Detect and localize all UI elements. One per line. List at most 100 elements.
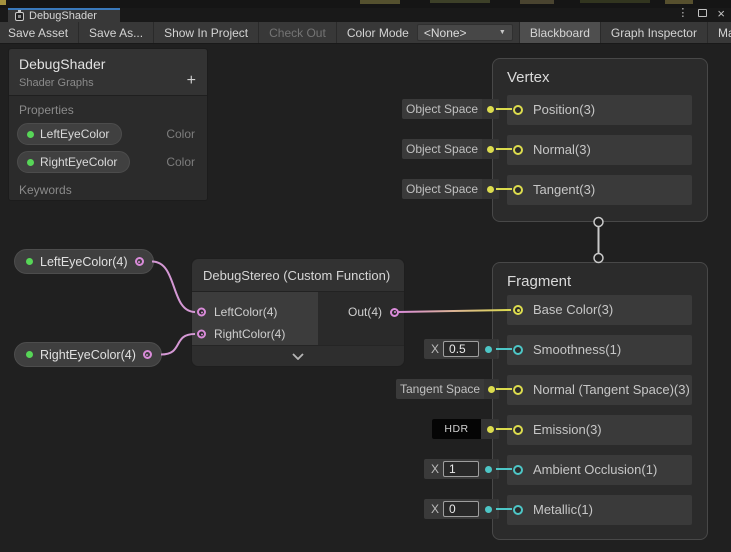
property-pill[interactable]: LeftEyeColor xyxy=(17,123,123,145)
debugstereo-inputs: LeftColor(4) RightColor(4) xyxy=(192,292,318,345)
debugstereo-node-title: DebugStereo (Custom Function) xyxy=(192,259,404,292)
vertex-node[interactable]: Vertex Position(3) Normal(3) Tangent(3) xyxy=(492,58,708,222)
vector1-port-icon[interactable] xyxy=(513,505,523,515)
metallic-value-field[interactable]: 0 xyxy=(443,501,480,517)
righteyecolor-property-node[interactable]: RightEyeColor(4) xyxy=(14,342,162,367)
vector3-port-icon[interactable] xyxy=(513,145,523,155)
edge-lefteye-to-leftcolor xyxy=(151,260,196,313)
lefteyecolor-property-node[interactable]: LeftEyeColor(4) xyxy=(14,249,154,274)
tab-title: DebugShader xyxy=(29,10,97,22)
node-collapse-button[interactable] xyxy=(192,345,404,366)
maximize-icon[interactable] xyxy=(698,9,708,17)
color-property-dot-icon xyxy=(26,351,33,358)
vector4-port-icon[interactable] xyxy=(142,350,152,359)
fragment-row-ambientocclusion[interactable]: Ambient Occlusion(1) xyxy=(507,455,692,485)
output-out[interactable]: Out(4) xyxy=(348,301,399,323)
property-pill[interactable]: RightEyeColor xyxy=(17,151,131,173)
axis-label: X xyxy=(431,502,440,516)
input-rightcolor[interactable]: RightColor(4) xyxy=(192,323,318,345)
close-icon[interactable]: × xyxy=(717,5,725,21)
property-node-label: LeftEyeColor(4) xyxy=(40,254,128,269)
blackboard-header: DebugShader Shader Graphs + xyxy=(9,49,207,96)
vector4-port-icon[interactable] xyxy=(390,307,399,317)
vector3-port-icon[interactable] xyxy=(513,385,523,395)
save-as-button[interactable]: Save As... xyxy=(79,22,155,43)
graph-inspector-toggle-button[interactable]: Graph Inspector xyxy=(601,22,708,43)
port-dot-icon[interactable] xyxy=(482,139,499,159)
shadergraph-icon xyxy=(15,9,24,21)
vector1-port-icon[interactable] xyxy=(513,345,523,355)
color-mode-dropdown[interactable]: <None> ▼ xyxy=(416,24,513,41)
fragment-node-title: Fragment xyxy=(507,273,572,290)
fragment-row-smoothness[interactable]: Smoothness(1) xyxy=(507,335,692,365)
vertex-row-normal[interactable]: Normal(3) xyxy=(507,135,692,165)
property-row-lefteyecolor[interactable]: LeftEyeColor Color xyxy=(9,120,207,148)
vertex-row-tangent[interactable]: Tangent(3) xyxy=(507,175,692,205)
vertex-row-position[interactable]: Position(3) xyxy=(507,95,692,125)
emission-hdr-widget: HDR xyxy=(432,419,499,439)
smoothness-value-field[interactable]: 0.5 xyxy=(443,341,480,357)
save-asset-button[interactable]: Save Asset xyxy=(0,22,80,43)
object-space-widget: Object Space xyxy=(402,179,499,199)
color-property-dot-icon xyxy=(27,130,34,138)
metallic-value-widget: X 0 xyxy=(424,499,499,519)
main-preview-toggle-button[interactable]: Main Pre xyxy=(717,25,731,40)
fragment-node[interactable]: Fragment Base Color(3) Smoothness(1) Nor… xyxy=(492,262,708,540)
port-dot-icon[interactable] xyxy=(479,499,498,519)
port-dot-icon[interactable] xyxy=(479,459,498,479)
row-label: Position(3) xyxy=(533,102,596,117)
axis-label: X xyxy=(431,342,440,356)
widget-label: Tangent Space xyxy=(400,382,481,396)
color-property-dot-icon xyxy=(27,158,34,166)
row-label: Metallic(1) xyxy=(533,502,593,517)
properties-section-label: Properties xyxy=(19,103,74,117)
input-leftcolor[interactable]: LeftColor(4) xyxy=(192,301,318,323)
property-row-righteyecolor[interactable]: RightEyeColor Color xyxy=(9,148,207,176)
kebab-menu-icon[interactable]: ⋮ xyxy=(677,6,689,19)
port-dot-icon[interactable] xyxy=(481,419,499,439)
port-dot-icon[interactable] xyxy=(484,379,499,399)
ambient-occlusion-value-field[interactable]: 1 xyxy=(443,461,480,477)
blackboard-toggle-button[interactable]: Blackboard xyxy=(519,22,601,43)
color-property-dot-icon xyxy=(26,258,33,265)
vector1-port-icon[interactable] xyxy=(513,465,523,475)
vector4-port-icon[interactable] xyxy=(197,307,206,317)
color-mode-label: Color Mode xyxy=(346,25,409,40)
vector3-port-icon[interactable] xyxy=(513,185,523,195)
port-label: RightColor(4) xyxy=(214,327,286,341)
blackboard-subtitle: Shader Graphs xyxy=(19,77,94,89)
toolbar-separator xyxy=(518,22,520,43)
color-mode-dropdown-value: <None> xyxy=(423,25,467,40)
blackboard-panel[interactable]: DebugShader Shader Graphs + Properties L… xyxy=(8,48,208,201)
port-dot-icon[interactable] xyxy=(482,99,499,119)
toolbar: Save Asset Save As... Show In Project Ch… xyxy=(0,22,731,44)
port-dot-icon[interactable] xyxy=(479,339,498,359)
object-space-widget: Object Space xyxy=(402,139,499,159)
tangent-space-widget: Tangent Space xyxy=(396,379,499,399)
fragment-row-basecolor[interactable]: Base Color(3) xyxy=(507,295,692,325)
vector3-port-icon[interactable] xyxy=(513,425,523,435)
add-property-button[interactable]: + xyxy=(186,72,196,89)
fragment-row-metallic[interactable]: Metallic(1) xyxy=(507,495,692,525)
vector3-port-icon[interactable] xyxy=(513,305,523,315)
graph-canvas[interactable]: DebugShader Shader Graphs + Properties L… xyxy=(0,44,731,552)
check-out-button: Check Out xyxy=(259,22,337,43)
hdr-color-field[interactable]: HDR xyxy=(432,419,481,439)
vector4-port-icon[interactable] xyxy=(197,329,206,339)
fragment-row-normal[interactable]: Normal (Tangent Space)(3) xyxy=(507,375,692,405)
row-label: Tangent(3) xyxy=(533,182,596,197)
chevron-down-icon: ▼ xyxy=(498,29,506,36)
show-in-project-button[interactable]: Show In Project xyxy=(154,22,260,43)
debugstereo-node[interactable]: DebugStereo (Custom Function) LeftColor(… xyxy=(191,258,405,367)
blackboard-title: DebugShader xyxy=(19,56,106,72)
window-controls: ⋮ × xyxy=(677,4,725,22)
row-label: Normal (Tangent Space)(3) xyxy=(533,382,690,397)
property-name: LeftEyeColor xyxy=(40,127,110,141)
port-dot-icon[interactable] xyxy=(482,179,499,199)
chevron-down-icon xyxy=(292,352,304,360)
edge-righteye-to-rightcolor xyxy=(160,333,196,356)
fragment-row-emission[interactable]: Emission(3) xyxy=(507,415,692,445)
tab-debugshader[interactable]: DebugShader xyxy=(8,8,120,22)
vector4-port-icon[interactable] xyxy=(134,257,144,266)
vector3-port-icon[interactable] xyxy=(513,105,523,115)
